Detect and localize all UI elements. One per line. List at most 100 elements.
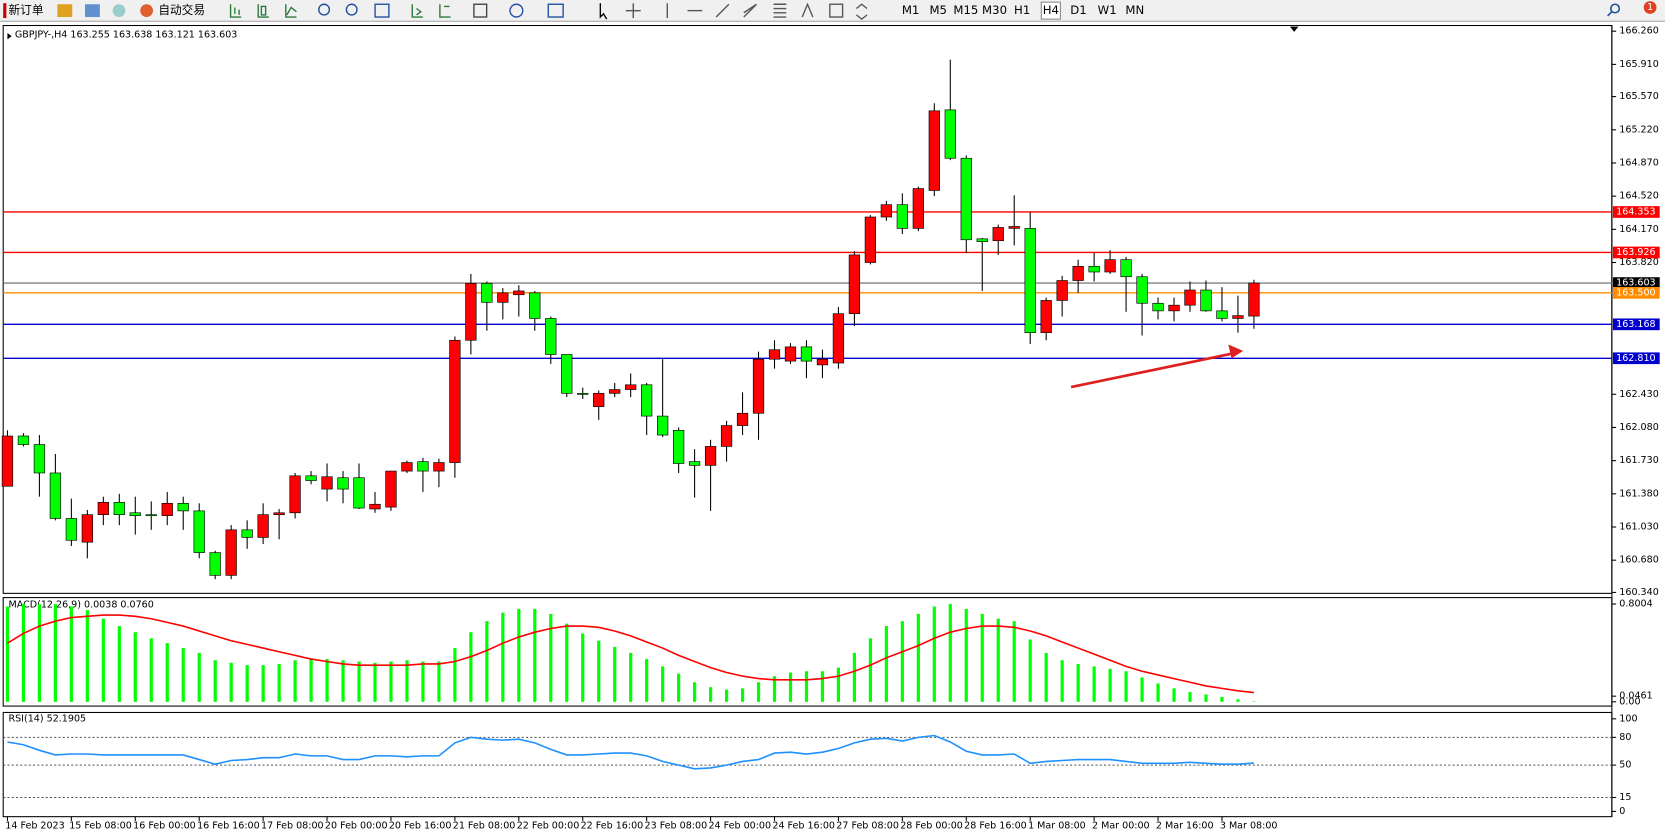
icon[interactable] [345, 3, 358, 16]
macd-bar [1188, 692, 1192, 702]
timeframe-button[interactable]: H4 [1043, 3, 1059, 17]
macd-bar [165, 643, 169, 702]
macd-bar [133, 632, 137, 702]
x-tick-label: 14 Feb 2023 [5, 821, 64, 832]
macd-bar [613, 646, 617, 702]
macd-bar [1060, 660, 1064, 702]
macd-bar [389, 661, 393, 702]
icon[interactable] [599, 3, 608, 20]
macd-bar [868, 638, 872, 702]
macd-bar [277, 663, 281, 702]
icon[interactable] [829, 3, 844, 18]
marks: 166.260 165.910 165.570 165.220 164.870 164.5… [1, 26, 1660, 832]
candle-body [944, 109, 956, 159]
icon[interactable] [547, 3, 564, 18]
candle-body [1232, 315, 1244, 319]
timeframe-button[interactable]: M15 [953, 3, 978, 17]
candle-body [241, 529, 253, 538]
candle-body [257, 514, 269, 538]
pressed-button[interactable] [1040, 1, 1061, 20]
icon[interactable] [112, 4, 126, 18]
icon[interactable] [374, 3, 390, 18]
icon[interactable] [473, 3, 488, 18]
x-tick-label: 2 Mar 00:00 [1092, 821, 1150, 832]
candle-body [1008, 226, 1020, 229]
candle-body [385, 470, 397, 508]
candle-body [657, 415, 669, 436]
x-tick-label: 21 Feb 08:00 [453, 821, 516, 832]
icon[interactable] [509, 3, 524, 18]
macd-bar [629, 652, 633, 702]
candle-body [145, 514, 157, 517]
y-tick-label: 0.0461 [1619, 691, 1652, 702]
candle-body [417, 461, 429, 472]
macd-bar [804, 671, 809, 702]
icon[interactable] [85, 4, 100, 18]
macd-bar [1076, 663, 1080, 702]
icon[interactable] [715, 3, 730, 18]
macd-bar [373, 662, 377, 702]
candle-body [33, 444, 46, 474]
x-tick-label: 16 Feb 00:00 [133, 821, 196, 832]
x-tick-label: 1 Mar 08:00 [1028, 821, 1086, 832]
timeframe-button[interactable]: H1 [1014, 3, 1030, 17]
timeframe-button[interactable]: D1 [1070, 3, 1086, 17]
candle-body [896, 204, 908, 229]
icon[interactable] [229, 4, 242, 18]
icon[interactable] [743, 3, 758, 18]
icon[interactable] [285, 4, 297, 18]
candle-body [704, 446, 717, 466]
shift-marker [1289, 26, 1299, 32]
timeframe-button[interactable]: W1 [1098, 3, 1117, 17]
icon[interactable] [625, 3, 641, 19]
icon[interactable] [411, 4, 423, 18]
icon[interactable] [773, 3, 787, 18]
y-tick-label: 161.730 [1619, 455, 1658, 466]
icon[interactable] [439, 4, 451, 18]
level-price-box [1612, 318, 1660, 331]
icon[interactable] [801, 2, 814, 18]
icon[interactable] [855, 3, 868, 21]
macd-bar [1204, 694, 1208, 702]
macd-bar [533, 608, 537, 702]
icon[interactable] [57, 4, 73, 18]
candle-body [1088, 265, 1100, 273]
candle-body [17, 435, 30, 445]
macd-bar [724, 689, 729, 702]
candle-body [273, 512, 285, 515]
search-icon[interactable] [1607, 11, 1613, 17]
candle-body [992, 227, 1004, 242]
auto-trade-icon[interactable] [140, 4, 154, 18]
timeframe-button[interactable]: MN [1125, 3, 1144, 17]
timeframe-button[interactable]: M30 [982, 3, 1007, 17]
candle-body [225, 529, 237, 576]
timeframe-button[interactable]: M5 [929, 3, 947, 17]
y-tick-label: 160.680 [1619, 555, 1658, 566]
macd-bar [101, 618, 105, 702]
macd-bar [756, 682, 761, 702]
macd-bar [325, 659, 329, 702]
timeframe-button[interactable]: M1 [902, 3, 920, 17]
search-icon[interactable] [1610, 3, 1621, 14]
x-tick-label: 28 Feb 16:00 [964, 821, 1027, 832]
toolbar-icons[interactable] [229, 2, 868, 21]
macd-title: MACD(12,26,9) 0.0038 0.0760 [9, 600, 154, 611]
macd-bar [1012, 621, 1016, 702]
macd-bar [836, 667, 841, 702]
x-tick-label: 2 Mar 16:00 [1156, 821, 1214, 832]
new-order-button[interactable]: 新订单 [9, 3, 44, 17]
auto-trade-button[interactable]: 自动交易 [158, 3, 205, 17]
macd-bar [85, 610, 89, 702]
macd-bar [293, 660, 297, 702]
signal-line [7, 614, 1255, 694]
x-tick-label: 24 Feb 16:00 [772, 821, 835, 832]
macd-bar [820, 671, 825, 702]
candle-body [97, 502, 109, 515]
candle-body [784, 346, 797, 362]
notification-badge[interactable] [1643, 1, 1657, 14]
macd-bar [645, 659, 649, 702]
candle-body [1120, 259, 1132, 278]
icon[interactable] [318, 3, 331, 16]
icon[interactable] [257, 4, 269, 18]
macd-bar [117, 626, 121, 702]
